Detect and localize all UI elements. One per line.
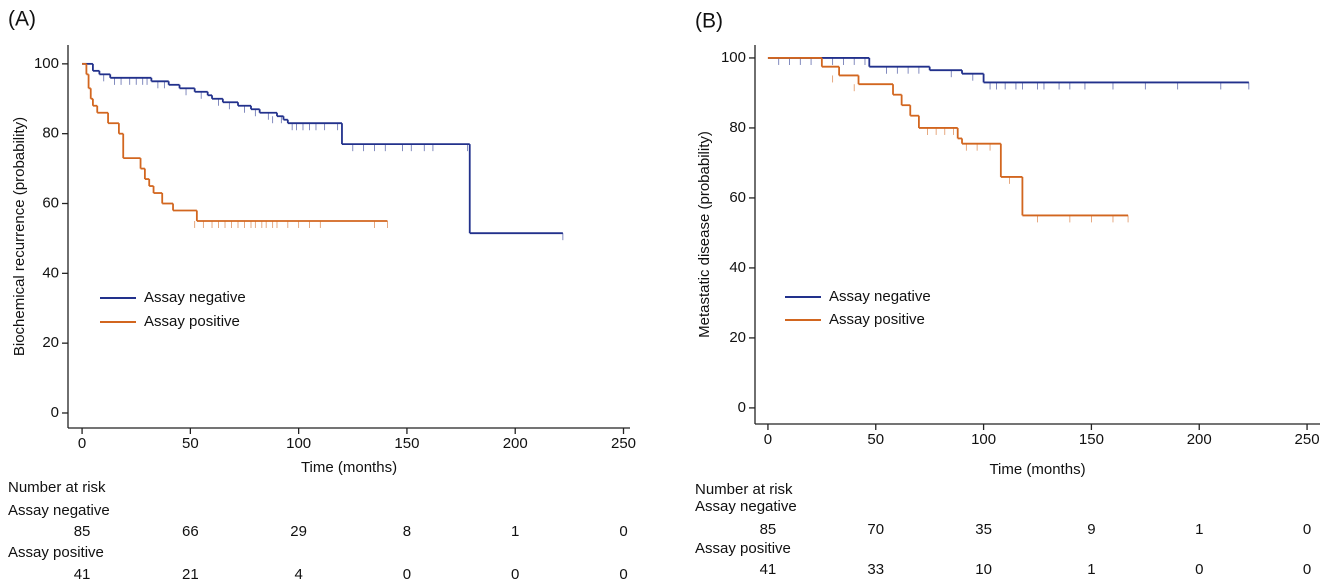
risk-count: 0: [1303, 561, 1311, 578]
panel-label: (B): [695, 10, 723, 33]
risk-count: 9: [1087, 521, 1095, 538]
risk-row-label: Assay negative: [695, 498, 797, 515]
risk-count: 0: [619, 523, 627, 540]
y-tick-label: 100: [34, 55, 59, 72]
risk-title: Number at risk: [8, 479, 106, 496]
risk-count: 85: [74, 523, 91, 540]
y-tick-label: 80: [729, 119, 746, 136]
x-tick-label: 50: [182, 435, 199, 452]
risk-count: 0: [511, 566, 519, 583]
y-tick-label: 0: [51, 404, 59, 421]
y-axis-label: Metastatic disease (probability): [696, 131, 713, 338]
x-tick-label: 0: [764, 431, 772, 448]
y-tick-label: 20: [729, 329, 746, 346]
risk-count: 35: [975, 521, 992, 538]
x-tick-label: 250: [1295, 431, 1320, 448]
x-tick-label: 250: [611, 435, 636, 452]
risk-count: 0: [619, 566, 627, 583]
x-tick-label: 100: [286, 435, 311, 452]
risk-count: 1: [511, 523, 519, 540]
panel-label: (A): [8, 8, 36, 31]
risk-count: 1: [1087, 561, 1095, 578]
legend-label: Assay positive: [829, 311, 925, 328]
x-tick-label: 50: [867, 431, 884, 448]
x-tick-label: 200: [503, 435, 528, 452]
y-tick-label: 40: [729, 259, 746, 276]
x-tick-label: 150: [1079, 431, 1104, 448]
risk-count: 0: [403, 566, 411, 583]
risk-count: 70: [867, 521, 884, 538]
risk-row-label: Assay positive: [8, 544, 104, 561]
risk-count: 0: [1303, 521, 1311, 538]
x-tick-label: 0: [78, 435, 86, 452]
legend-label: Assay negative: [829, 288, 931, 305]
y-tick-label: 40: [42, 264, 59, 281]
risk-count: 33: [867, 561, 884, 578]
x-axis-label: Time (months): [301, 459, 397, 476]
risk-count: 8: [403, 523, 411, 540]
risk-count: 66: [182, 523, 199, 540]
risk-row-label: Assay negative: [8, 502, 110, 519]
y-tick-label: 100: [721, 49, 746, 66]
risk-count: 85: [760, 521, 777, 538]
y-tick-label: 20: [42, 334, 59, 351]
risk-count: 0: [1195, 561, 1203, 578]
y-axis-label: Biochemical recurrence (probability): [11, 117, 28, 356]
x-axis-label: Time (months): [989, 461, 1085, 478]
legend-label: Assay positive: [144, 313, 240, 330]
risk-count: 41: [760, 561, 777, 578]
x-tick-label: 100: [971, 431, 996, 448]
risk-count: 1: [1195, 521, 1203, 538]
x-tick-label: 200: [1187, 431, 1212, 448]
risk-count: 29: [290, 523, 307, 540]
legend-label: Assay negative: [144, 289, 246, 306]
risk-count: 41: [74, 566, 91, 583]
y-tick-label: 80: [42, 125, 59, 142]
risk-row-label: Assay positive: [695, 540, 791, 557]
y-tick-label: 60: [729, 189, 746, 206]
y-tick-label: 60: [42, 194, 59, 211]
risk-title: Number at risk: [695, 481, 793, 498]
y-tick-label: 0: [738, 399, 746, 416]
risk-count: 21: [182, 566, 199, 583]
risk-count: 4: [294, 566, 302, 583]
x-tick-label: 150: [394, 435, 419, 452]
risk-count: 10: [975, 561, 992, 578]
